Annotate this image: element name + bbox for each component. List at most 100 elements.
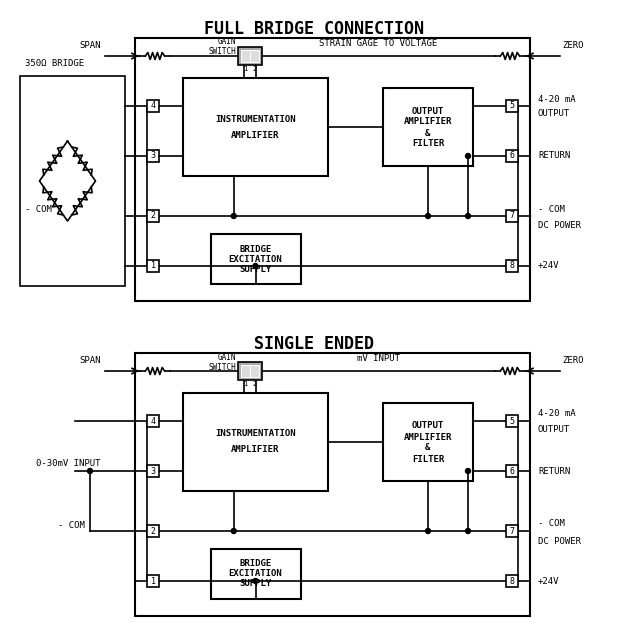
Text: 1: 1 (151, 576, 156, 585)
Text: FILTER: FILTER (412, 139, 444, 148)
Text: STRAIN GAGE TO VOLTAGE: STRAIN GAGE TO VOLTAGE (320, 39, 438, 48)
Text: OUTPUT: OUTPUT (412, 107, 444, 116)
Bar (147, 150, 159, 162)
Text: 4: 4 (151, 417, 156, 426)
Text: 6: 6 (509, 151, 514, 160)
Text: - COM: - COM (58, 521, 85, 530)
Circle shape (426, 213, 431, 219)
Text: 5: 5 (509, 102, 514, 111)
Text: SUPPLY: SUPPLY (239, 265, 272, 273)
Circle shape (253, 578, 258, 583)
Bar (183, 393, 328, 491)
Text: +24V: +24V (538, 576, 560, 585)
Text: AMPLIFIER: AMPLIFIER (231, 445, 279, 454)
Bar (506, 210, 518, 222)
Text: FILTER: FILTER (412, 454, 444, 463)
Bar (135, 353, 530, 616)
Text: AMPLIFIER: AMPLIFIER (404, 433, 452, 442)
Bar (241, 49, 250, 63)
Text: RETURN: RETURN (538, 151, 570, 160)
Circle shape (231, 528, 236, 534)
Text: SPAN: SPAN (80, 356, 101, 365)
Text: 8: 8 (509, 261, 514, 270)
Bar (147, 210, 159, 222)
Text: - COM: - COM (538, 520, 565, 528)
Bar (238, 47, 262, 65)
Text: +24V: +24V (538, 261, 560, 270)
Text: 1: 1 (244, 66, 248, 72)
Text: 4-20 mA: 4-20 mA (538, 410, 576, 419)
Bar (147, 415, 159, 427)
Text: DC POWER: DC POWER (538, 537, 581, 546)
Bar (183, 78, 328, 176)
Text: &: & (425, 128, 431, 137)
Bar (250, 364, 259, 378)
Text: SPAN: SPAN (80, 41, 101, 50)
Text: RETURN: RETURN (538, 466, 570, 475)
Text: SWITCH: SWITCH (208, 47, 236, 56)
Text: OUTPUT: OUTPUT (538, 424, 570, 433)
Text: 1: 1 (244, 381, 248, 387)
Circle shape (465, 468, 470, 473)
Text: ZERO: ZERO (562, 356, 583, 365)
Bar (383, 403, 473, 481)
Text: 2: 2 (252, 381, 256, 387)
Bar (506, 100, 518, 112)
Bar (506, 150, 518, 162)
Bar (147, 100, 159, 112)
Circle shape (465, 528, 470, 534)
Bar (506, 260, 518, 272)
Text: AMPLIFIER: AMPLIFIER (404, 118, 452, 127)
Bar (135, 38, 530, 301)
Bar (210, 234, 301, 284)
Circle shape (253, 263, 258, 268)
Text: OUTPUT: OUTPUT (412, 422, 444, 431)
Text: 5: 5 (509, 417, 514, 426)
Bar (238, 362, 262, 380)
Bar (147, 525, 159, 537)
Text: GAIN: GAIN (217, 38, 236, 47)
Bar (250, 49, 259, 63)
Text: 0-30mV INPUT: 0-30mV INPUT (36, 459, 100, 468)
Circle shape (465, 153, 470, 158)
Text: ZERO: ZERO (562, 41, 583, 50)
Circle shape (87, 468, 92, 473)
Text: 2: 2 (151, 527, 156, 535)
Text: OUTPUT: OUTPUT (538, 109, 570, 118)
Bar (506, 575, 518, 587)
Text: 7: 7 (509, 527, 514, 535)
Circle shape (426, 528, 431, 534)
Circle shape (465, 213, 470, 219)
Text: 7: 7 (509, 212, 514, 220)
Text: SINGLE ENDED: SINGLE ENDED (254, 335, 374, 353)
Text: 1: 1 (151, 261, 156, 270)
Bar (20, 76, 125, 286)
Text: 8: 8 (509, 576, 514, 585)
Bar (506, 415, 518, 427)
Bar (506, 465, 518, 477)
Bar (147, 465, 159, 477)
Circle shape (231, 213, 236, 219)
Text: 4-20 mA: 4-20 mA (538, 95, 576, 104)
Text: EXCITATION: EXCITATION (229, 254, 283, 263)
Text: BRIDGE: BRIDGE (239, 560, 272, 569)
Bar (506, 525, 518, 537)
Text: FULL BRIDGE CONNECTION: FULL BRIDGE CONNECTION (204, 20, 424, 38)
Text: GAIN: GAIN (217, 353, 236, 362)
Text: INSTRUMENTATION: INSTRUMENTATION (215, 114, 296, 123)
Text: SUPPLY: SUPPLY (239, 580, 272, 589)
Text: 3: 3 (151, 151, 156, 160)
Text: AMPLIFIER: AMPLIFIER (231, 130, 279, 139)
Text: INSTRUMENTATION: INSTRUMENTATION (215, 429, 296, 438)
Text: &: & (425, 443, 431, 452)
Text: EXCITATION: EXCITATION (229, 569, 283, 578)
Text: SWITCH: SWITCH (208, 362, 236, 371)
Text: 2: 2 (151, 212, 156, 220)
Text: - COM: - COM (538, 204, 565, 213)
Text: DC POWER: DC POWER (538, 222, 581, 231)
Bar (383, 88, 473, 166)
Bar (241, 364, 250, 378)
Text: 3: 3 (151, 466, 156, 475)
Text: mV INPUT: mV INPUT (357, 354, 400, 363)
Bar (147, 575, 159, 587)
